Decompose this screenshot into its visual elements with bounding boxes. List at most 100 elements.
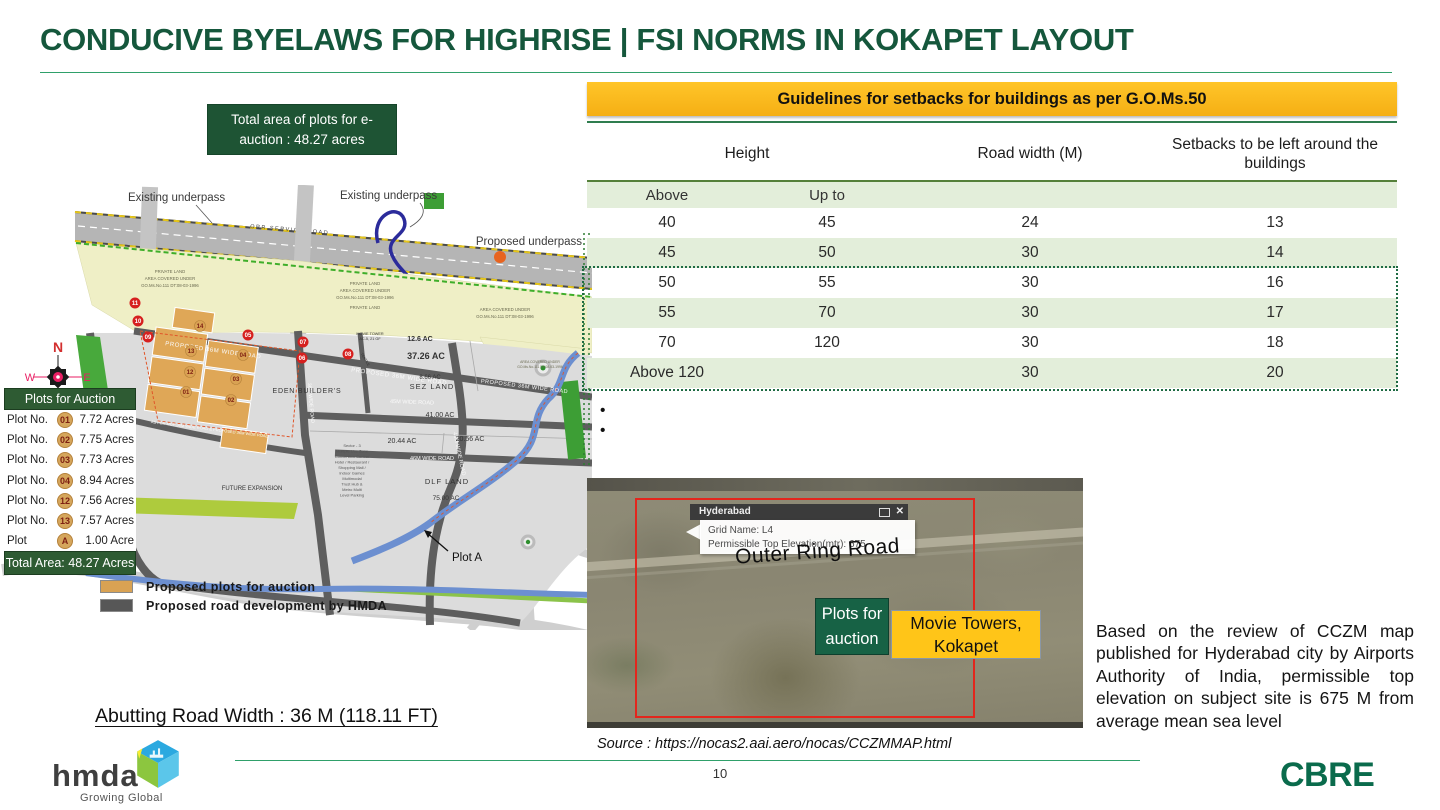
cell-above: Above 120 bbox=[629, 364, 705, 381]
svg-text:Metro Multi: Metro Multi bbox=[342, 487, 362, 492]
svg-text:GO.Ms.No.111 DT:08-03-1996: GO.Ms.No.111 DT:08-03-1996 bbox=[476, 314, 534, 319]
plot-row: Plot No. 01 7.72 Acres bbox=[4, 410, 136, 430]
stream bbox=[85, 350, 592, 598]
plot-number-badge: A bbox=[57, 533, 73, 550]
road-stub bbox=[139, 186, 159, 250]
setbacks-table-subheader: Above Up to bbox=[587, 182, 1397, 208]
cczm-review-text: Based on the review of CCZM map publishe… bbox=[1096, 621, 1414, 731]
svg-text:05: 05 bbox=[245, 333, 252, 339]
svg-text:07: 07 bbox=[300, 340, 307, 346]
page-title: CONDUCIVE BYELAWS FOR HIGHRISE | FSI NOR… bbox=[40, 22, 1134, 57]
cell-road-width: 30 bbox=[1021, 304, 1039, 321]
svg-text:Plot A: Plot A bbox=[452, 552, 482, 564]
svg-text:GO.Ms.No.111 DT:08-03-1996: GO.Ms.No.111 DT:08-03-1996 bbox=[517, 365, 563, 369]
cell-upto: 45 bbox=[818, 214, 836, 231]
note-item bbox=[598, 422, 1402, 440]
cell-road-width: 30 bbox=[1021, 244, 1039, 261]
svg-text:37.26 AC: 37.26 AC bbox=[407, 351, 445, 361]
cell-upto: 120 bbox=[814, 334, 840, 351]
area-labels: EDEN BUILDER'S 8.66 AC SEZ LAND 41.00 AC… bbox=[222, 332, 485, 502]
svg-text:13: 13 bbox=[188, 349, 195, 355]
col-header-setbacks: Setbacks to be left around the buildings bbox=[1172, 135, 1378, 172]
cell-road-width: 24 bbox=[1021, 214, 1039, 231]
title-divider bbox=[40, 72, 1392, 73]
table-row: 70 120 30 18 bbox=[587, 328, 1397, 358]
col-header-road-width: Road width (M) bbox=[977, 145, 1083, 162]
compass-w: W bbox=[25, 372, 36, 384]
cell-setback: 17 bbox=[1266, 304, 1284, 321]
svg-text:PRIVATE LAND: PRIVATE LAND bbox=[350, 281, 380, 286]
total-area-callout: Total area of plots for e-auction : 48.2… bbox=[207, 104, 397, 156]
svg-text:08: 08 bbox=[345, 352, 352, 358]
popup-tail bbox=[686, 524, 701, 540]
footer-divider bbox=[235, 760, 1140, 761]
map-edge-dots bbox=[583, 233, 590, 465]
compass-n: N bbox=[53, 339, 63, 355]
subcol-above: Above bbox=[645, 186, 689, 204]
existing-underpass-label-1: Existing underpass bbox=[128, 192, 225, 204]
plot-number-badge: 12 bbox=[57, 492, 73, 509]
svg-text:Trust Hub &: Trust Hub & bbox=[341, 482, 363, 487]
parcel-lines bbox=[309, 340, 592, 454]
svg-text:DLF LAND: DLF LAND bbox=[425, 477, 469, 486]
minimize-icon bbox=[878, 507, 890, 517]
cell-upto: 55 bbox=[818, 274, 836, 291]
table-row: 45 50 30 14 bbox=[587, 238, 1397, 268]
plot-area-value: 7.75 Acres bbox=[79, 434, 134, 447]
cczm-satellite-image: Hyderabad ✕ Grid Name: L4 Permissible To… bbox=[587, 478, 1083, 728]
legend-item-plots: Proposed plots for auction bbox=[100, 577, 387, 596]
table-row: 55 70 30 17 bbox=[587, 298, 1397, 328]
svg-text:02: 02 bbox=[228, 398, 235, 404]
svg-text:Multimodal: Multimodal bbox=[342, 476, 361, 481]
svg-text:FUTURE EXPANSION: FUTURE EXPANSION bbox=[222, 486, 283, 492]
plot-a-callout: Plot A bbox=[424, 530, 482, 564]
banner-divider bbox=[587, 121, 1397, 123]
hmda-logo: hmda Growing Global bbox=[52, 738, 232, 804]
svg-text:PRIVATE LAND: PRIVATE LAND bbox=[155, 269, 185, 274]
plot-number-badge: 01 bbox=[57, 412, 73, 429]
plots-for-auction-marker: Plots for auction bbox=[815, 598, 889, 655]
svg-text:36M WIDE ROAD: 36M WIDE ROAD bbox=[306, 383, 315, 424]
cell-setback: 20 bbox=[1266, 364, 1284, 381]
svg-text:AC-5, 21 GF: AC-5, 21 GF bbox=[359, 337, 381, 341]
plot-markers-tan: 14 13 12 01 02 03 04 bbox=[180, 320, 249, 406]
cell-setback: 18 bbox=[1266, 334, 1284, 351]
svg-text:AREA COVERED UNDER: AREA COVERED UNDER bbox=[480, 307, 530, 312]
highlight-dashed-box bbox=[582, 266, 1398, 391]
sector3-label: Sector - 3 Multiple Use Zone Convention … bbox=[335, 443, 370, 498]
svg-text:SEZ LAND: SEZ LAND bbox=[410, 382, 455, 391]
proposed-underpass-dot bbox=[494, 251, 506, 263]
popup-elevation: Permissible Top Elevation(mtr): 675 bbox=[708, 538, 866, 550]
cell-upto: 50 bbox=[818, 244, 836, 261]
cell-above: 55 bbox=[658, 304, 676, 321]
legend-swatch-tan bbox=[100, 580, 133, 593]
svg-text:09: 09 bbox=[145, 335, 152, 341]
kokapet-layout-map: ORR SERVICE ROAD bbox=[1, 185, 592, 630]
plots-panel-footer: Total Area: 48.27 Acres bbox=[4, 551, 136, 576]
popup-title: Hyderabad bbox=[699, 506, 751, 517]
close-icon: ✕ bbox=[895, 506, 904, 517]
plot-row: Plot A 1.00 Acre bbox=[4, 531, 136, 551]
cbre-logo: CBRE bbox=[1280, 756, 1375, 794]
cell-above: 45 bbox=[658, 244, 676, 261]
svg-text:AREA COVERED UNDER: AREA COVERED UNDER bbox=[145, 276, 195, 281]
existing-underpass-label-2: Existing underpass bbox=[340, 190, 437, 202]
plot-row: Plot No. 12 7.56 Acres bbox=[4, 491, 136, 511]
subcol-upto: Up to bbox=[809, 186, 845, 204]
abutting-road-width: Abutting Road Width : 36 M (118.11 FT) bbox=[95, 705, 438, 727]
svg-text:AREA COVERED UNDER: AREA COVERED UNDER bbox=[340, 288, 390, 293]
cell-setback: 13 bbox=[1266, 214, 1284, 231]
satellite-bottom-strip bbox=[587, 722, 1083, 728]
svg-text:03: 03 bbox=[233, 377, 240, 383]
svg-text:11: 11 bbox=[132, 301, 139, 307]
plot-area-value: 7.72 Acres bbox=[79, 414, 134, 427]
plot-area-value: 7.73 Acres bbox=[79, 454, 134, 467]
svg-text:Multiple Use Zone: Multiple Use Zone bbox=[336, 449, 369, 454]
plot-row-label: Plot No. bbox=[7, 515, 48, 528]
svg-text:20.44 AC: 20.44 AC bbox=[388, 438, 417, 445]
svg-text:14: 14 bbox=[197, 324, 204, 330]
legend-swatch-gray bbox=[100, 599, 133, 612]
svg-text:Indoor Games: Indoor Games bbox=[339, 471, 364, 476]
cell-above: 40 bbox=[658, 214, 676, 231]
svg-text:04: 04 bbox=[240, 353, 247, 359]
